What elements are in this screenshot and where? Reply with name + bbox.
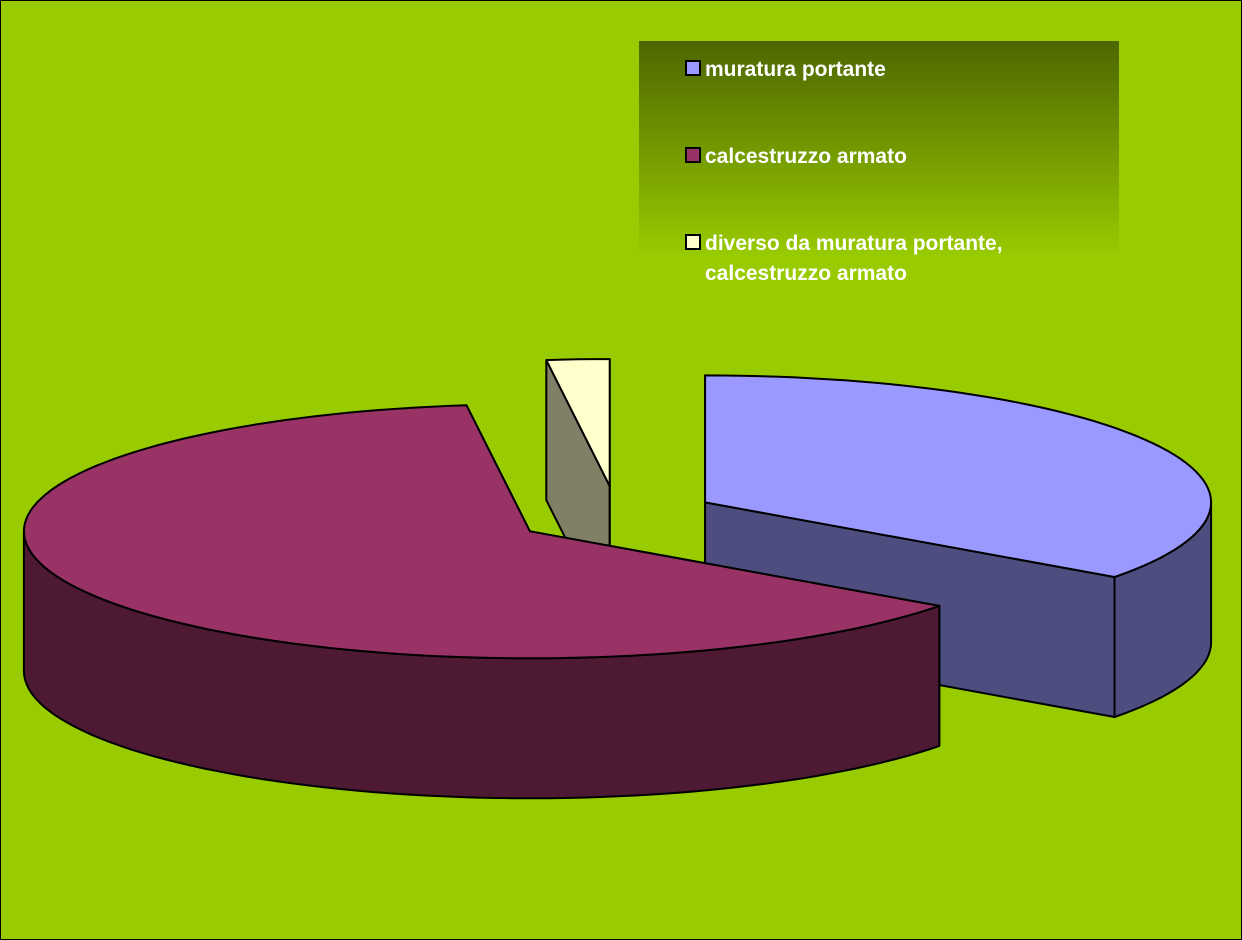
legend-label: calcestruzzo armato	[705, 145, 907, 168]
legend-swatch	[685, 234, 701, 250]
legend: muratura portante calcestruzzo armato dive…	[639, 41, 1119, 297]
slice	[704, 374, 1213, 578]
legend-entry: muratura portante	[685, 55, 1105, 85]
legend-label: muratura portante	[705, 58, 886, 81]
legend-swatch	[685, 60, 701, 76]
legend-swatch	[685, 147, 701, 163]
slice	[545, 358, 611, 488]
legend-entry: calcestruzzo armato	[685, 142, 1105, 172]
slice	[23, 404, 941, 660]
legend-label: diverso da muratura portante, calcestruz…	[705, 232, 1003, 285]
legend-entry: diverso da muratura portante, calcestruz…	[685, 229, 1105, 289]
